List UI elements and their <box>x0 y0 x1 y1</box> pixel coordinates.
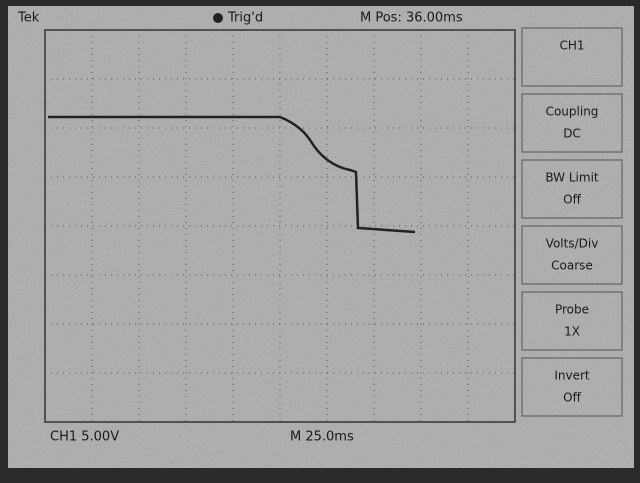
trigger-state: Trig'd <box>227 11 263 26</box>
channel-scale: CH1 5.00V <box>50 430 119 445</box>
menu-label: Invert <box>554 369 590 383</box>
menu-value: Off <box>563 193 581 207</box>
menu-value: DC <box>563 127 581 141</box>
display-noise <box>8 6 634 468</box>
horizontal-position: M Pos: 36.00ms <box>360 11 463 26</box>
menu-label: BW Limit <box>545 171 599 185</box>
scope-screen: Tek Trig'd M Pos: 36.00ms CH1 Coupling DC B… <box>0 0 640 479</box>
menu-label: Probe <box>555 303 589 317</box>
page: {"header": {"brand": "Tek", "trigger_sta… <box>0 0 640 479</box>
trigger-indicator <box>213 13 223 23</box>
brand: Tek <box>17 11 40 26</box>
menu-value: Coarse <box>551 259 593 273</box>
timebase: M 25.0ms <box>290 430 354 445</box>
menu-value: 1X <box>564 325 580 339</box>
menu-label: CH1 <box>559 39 584 53</box>
menu-label: Volts/Div <box>546 237 599 251</box>
menu-value: Off <box>563 391 581 405</box>
menu-label: Coupling <box>546 105 599 119</box>
